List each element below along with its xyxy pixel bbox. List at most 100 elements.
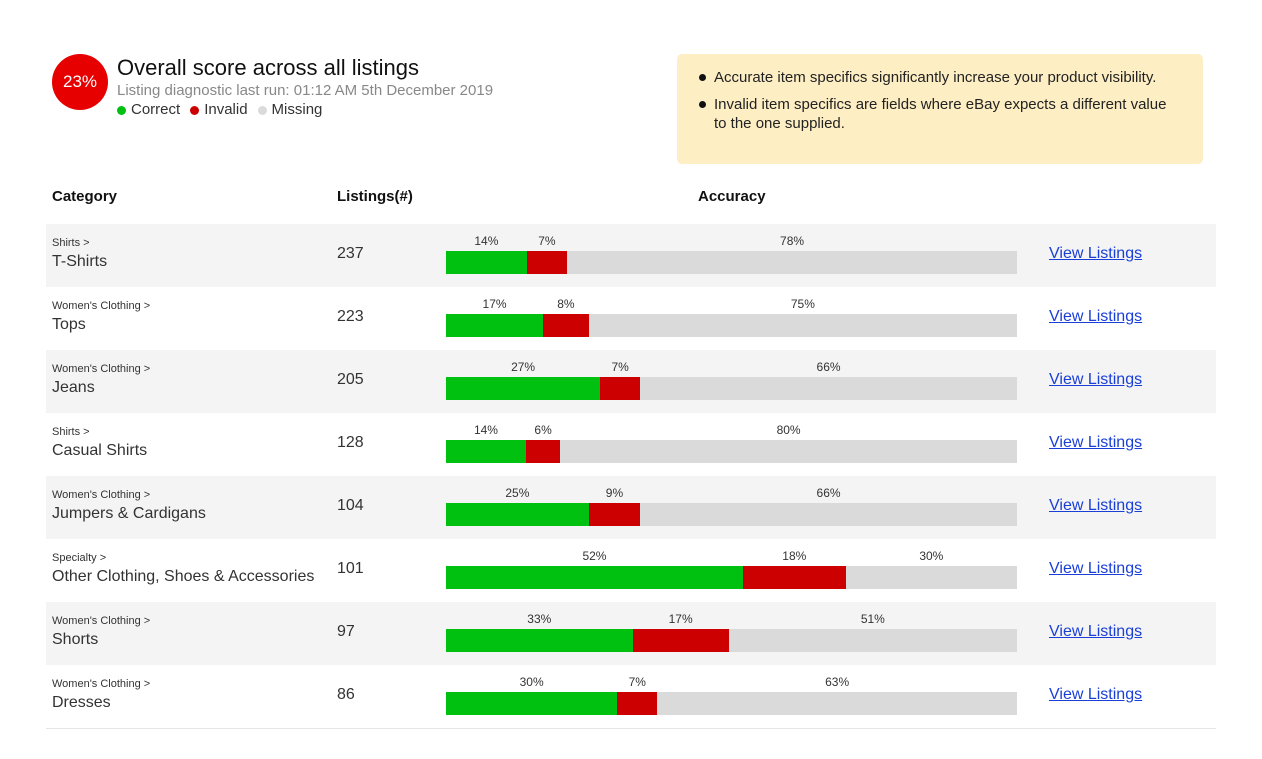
table-row: Women's Clothing > Shorts 97 33% 17% 51% View … — [46, 602, 1216, 665]
correct-segment — [446, 503, 589, 526]
invalid-segment — [543, 314, 589, 337]
info-list: Accurate item specifics significantly in… — [697, 68, 1183, 133]
legend-correct: Correct — [117, 100, 180, 120]
category-parent: Shirts > — [52, 426, 90, 438]
correct-segment — [446, 566, 743, 589]
correct-percent-label: 14% — [473, 423, 498, 437]
accuracy-bar-area: 33% 17% 51% — [446, 612, 1017, 652]
missing-dot-icon — [257, 105, 267, 115]
invalid-segment — [525, 440, 561, 463]
correct-percent-label: 33% — [527, 612, 552, 626]
accuracy-bar-area: 52% 18% 30% — [446, 549, 1017, 589]
accuracy-bar — [446, 692, 1017, 715]
info-bullet: Accurate item specifics significantly in… — [697, 68, 1183, 87]
listing-count: 128 — [337, 434, 364, 451]
correct-segment — [446, 629, 633, 652]
correct-percent-label: 30% — [519, 675, 544, 689]
invalid-dot-icon — [190, 105, 200, 115]
category-parent: Women's Clothing > — [52, 300, 151, 312]
listing-count: 237 — [337, 245, 364, 262]
missing-percent-label: 75% — [790, 297, 815, 311]
correct-dot-icon — [117, 105, 126, 115]
missing-percent-label: 80% — [776, 423, 801, 437]
category-name: Tops — [52, 316, 86, 333]
view-listings-link[interactable]: View Listings — [1049, 245, 1143, 262]
category-name: Casual Shirts — [52, 442, 148, 459]
category-name: Other Clothing, Shoes & Accessories — [52, 568, 315, 585]
accuracy-bar-area: 25% 9% 66% — [446, 486, 1017, 526]
category-name: Shorts — [52, 631, 99, 648]
correct-segment — [446, 440, 526, 463]
invalid-percent-label: 17% — [668, 612, 693, 626]
table-row: Women's Clothing > Dresses 86 30% 7% 63% View … — [46, 665, 1216, 728]
table-row: Shirts > Casual Shirts 128 14% 6% 80% View Lis… — [46, 413, 1216, 476]
summary-titles: Overall score across all listings Listin… — [117, 54, 493, 120]
accuracy-bar-area: 27% 7% 66% — [446, 360, 1017, 400]
accuracy-bar-area: 14% 6% 80% — [446, 423, 1017, 463]
invalid-percent-label: 8% — [557, 297, 575, 311]
invalid-segment — [588, 503, 641, 526]
legend-correct-label: Correct — [131, 101, 181, 118]
column-header-category: Category — [52, 188, 118, 205]
correct-segment — [446, 314, 544, 337]
view-listings-link[interactable]: View Listings — [1049, 434, 1143, 451]
category-parent: Women's Clothing > — [52, 678, 151, 690]
accuracy-bar — [446, 377, 1017, 400]
accuracy-bar — [446, 629, 1017, 652]
listing-count: 205 — [337, 371, 364, 388]
legend-invalid-label: Invalid — [204, 101, 248, 118]
missing-percent-label: 66% — [816, 486, 841, 500]
accuracy-bar — [446, 251, 1017, 274]
overall-score-badge: 23% — [52, 54, 108, 110]
invalid-segment — [617, 692, 658, 715]
missing-percent-label: 66% — [816, 360, 841, 374]
invalid-segment — [632, 629, 729, 652]
table-row: Shirts > T-Shirts 237 14% 7% 78% View Listings — [46, 224, 1216, 287]
category-table: Shirts > T-Shirts 237 14% 7% 78% View Listings… — [46, 224, 1216, 729]
column-header-accuracy: Accuracy — [698, 188, 766, 205]
category-parent: Specialty > — [52, 552, 107, 564]
view-listings-link[interactable]: View Listings — [1049, 371, 1143, 388]
invalid-percent-label: 7% — [628, 675, 646, 689]
category-parent: Women's Clothing > — [52, 363, 151, 375]
accuracy-bar — [446, 503, 1017, 526]
correct-segment — [446, 377, 601, 400]
category-name: T-Shirts — [52, 253, 108, 270]
view-listings-link[interactable]: View Listings — [1049, 623, 1143, 640]
listing-count: 101 — [337, 560, 364, 577]
missing-percent-label: 78% — [780, 234, 805, 248]
correct-segment — [446, 692, 618, 715]
legend-missing: Missing — [257, 100, 323, 120]
table-row: Women's Clothing > Tops 223 17% 8% 75% View Li… — [46, 287, 1216, 350]
correct-percent-label: 27% — [511, 360, 536, 374]
accuracy-bar-area: 17% 8% 75% — [446, 297, 1017, 337]
table-row: Women's Clothing > Jeans 205 27% 7% 66% View L… — [46, 350, 1216, 413]
page-title: Overall score across all listings — [117, 55, 419, 80]
invalid-percent-label: 9% — [605, 486, 624, 500]
invalid-percent-label: 7% — [538, 234, 556, 248]
legend-missing-label: Missing — [271, 101, 323, 118]
table-row: Women's Clothing > Jumpers & Cardigans 104… — [46, 476, 1216, 539]
column-header-listings: Listings(#) — [337, 188, 413, 205]
view-listings-link[interactable]: View Listings — [1049, 560, 1143, 577]
invalid-segment — [742, 566, 846, 589]
correct-segment — [446, 251, 527, 274]
listing-count: 104 — [337, 497, 364, 514]
view-listings-link[interactable]: View Listings — [1049, 686, 1143, 703]
invalid-percent-label: 7% — [611, 360, 629, 374]
view-listings-link[interactable]: View Listings — [1049, 497, 1143, 514]
view-listings-link[interactable]: View Listings — [1049, 308, 1143, 325]
correct-percent-label: 17% — [482, 297, 507, 311]
correct-percent-label: 52% — [582, 549, 607, 563]
category-name: Jeans — [52, 379, 95, 396]
category-parent: Shirts > — [52, 237, 90, 249]
category-name: Dresses — [52, 694, 111, 711]
missing-percent-label: 63% — [825, 675, 850, 689]
last-run-text: Listing diagnostic last run: 01:12 AM 5t… — [117, 82, 494, 99]
legend: Correct Invalid Missing — [117, 100, 493, 120]
listing-count: 97 — [337, 623, 355, 640]
accuracy-bar-area: 14% 7% 78% — [446, 234, 1017, 274]
category-parent: Women's Clothing > — [52, 615, 151, 627]
correct-percent-label: 14% — [474, 234, 499, 248]
legend-invalid: Invalid — [190, 100, 248, 120]
